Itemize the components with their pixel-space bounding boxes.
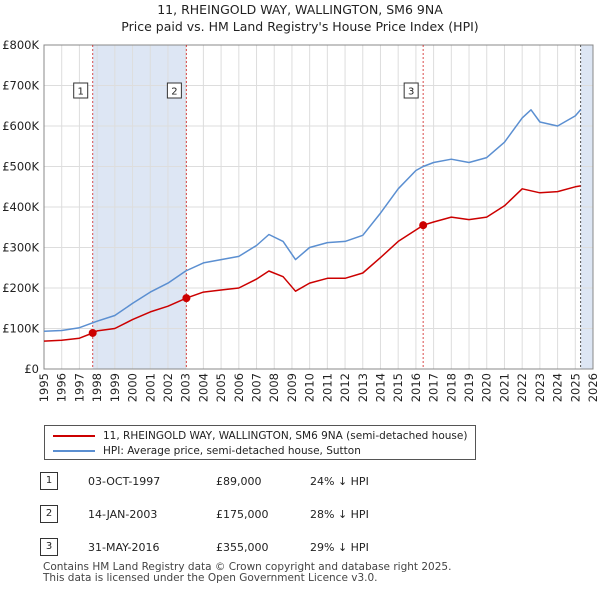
- sale-label: 1: [78, 87, 84, 98]
- x-tick-label: 2003: [179, 373, 193, 402]
- sale-price: £175,000: [216, 508, 269, 521]
- sale-date: 03-OCT-1997: [88, 475, 161, 488]
- legend-swatch-hpi: [53, 450, 95, 452]
- x-tick-label: 2018: [444, 373, 458, 402]
- plot-border: [43, 44, 594, 370]
- y-tick-label: £700K: [2, 79, 39, 93]
- x-tick-label: 2006: [232, 373, 246, 402]
- x-tick-label: 2017: [427, 373, 441, 402]
- legend-label-hpi: HPI: Average price, semi-detached house,…: [103, 445, 361, 457]
- y-tick-label: £100K: [2, 322, 39, 336]
- x-tick-label: 2005: [214, 373, 228, 402]
- chart-subtitle: Price paid vs. HM Land Registry's House …: [121, 19, 479, 34]
- x-tick-label: 2007: [250, 373, 264, 402]
- x-tick-label: 2012: [338, 373, 352, 402]
- sale-hpi-diff: 29% ↓ HPI: [310, 541, 369, 554]
- sale-hpi-diff: 28% ↓ HPI: [310, 508, 369, 521]
- footer-copyright: Contains HM Land Registry data © Crown c…: [43, 561, 452, 573]
- sale-label-box: [166, 82, 182, 99]
- sale-date: 31-MAY-2016: [88, 541, 160, 554]
- x-tick-label: 1996: [55, 373, 69, 402]
- sale-label: 3: [408, 87, 414, 98]
- y-tick-label: £800K: [2, 38, 39, 52]
- footer-licence: This data is licensed under the Open Gov…: [43, 572, 378, 584]
- y-tick-label: £0: [24, 362, 39, 376]
- legend-item-hpi: HPI: Average price, semi-detached house,…: [53, 444, 361, 458]
- table-row: 2 14-JAN-2003 £175,000 28% ↓ HPI: [40, 505, 440, 525]
- x-tick-label: 2001: [143, 373, 157, 402]
- x-tick-label: 2019: [462, 373, 476, 402]
- y-tick-label: £400K: [2, 200, 39, 214]
- sale-point: [419, 221, 428, 230]
- x-tick-label: 2000: [126, 373, 140, 402]
- chart-title: 11, RHEINGOLD WAY, WALLINGTON, SM6 9NA: [157, 2, 443, 17]
- x-tick-label: 2009: [285, 373, 299, 402]
- x-tick-label: 1995: [37, 373, 51, 402]
- x-tick-label: 2002: [161, 373, 175, 402]
- sale-hpi-diff: 24% ↓ HPI: [310, 475, 369, 488]
- x-tick-label: 2026: [586, 373, 600, 402]
- y-tick-label: £600K: [2, 119, 39, 133]
- y-tick-label: £500K: [2, 160, 39, 174]
- sale-label-box: [73, 82, 89, 99]
- table-row: 3 31-MAY-2016 £355,000 29% ↓ HPI: [40, 538, 440, 558]
- x-tick-label: 2022: [515, 373, 529, 402]
- x-tick-label: 2020: [480, 373, 494, 402]
- x-tick-label: 2016: [409, 373, 423, 402]
- hpi-line: [43, 109, 582, 333]
- x-tick-label: 2015: [391, 373, 405, 402]
- sale-point: [182, 294, 191, 303]
- sale-price: £89,000: [216, 475, 262, 488]
- legend-label-property: 11, RHEINGOLD WAY, WALLINGTON, SM6 9NA (…: [103, 430, 468, 442]
- x-tick-label: 2025: [568, 373, 582, 402]
- x-tick-label: 1999: [108, 373, 122, 402]
- x-tick-label: 2010: [303, 373, 317, 402]
- x-tick-label: 2021: [497, 373, 511, 402]
- legend-item-property: 11, RHEINGOLD WAY, WALLINGTON, SM6 9NA (…: [53, 429, 467, 443]
- legend: 11, RHEINGOLD WAY, WALLINGTON, SM6 9NA (…: [44, 425, 476, 460]
- price-chart: £0 £100K £200K £300K £400K £500K £600K £700K £80…: [2, 38, 600, 402]
- sale-date: 14-JAN-2003: [88, 508, 158, 521]
- property-price-line: [43, 185, 581, 342]
- x-tick-label: 2004: [196, 373, 210, 402]
- x-tick-label: 2024: [551, 373, 565, 402]
- x-tick-label: 2023: [533, 373, 547, 402]
- sale-point: [88, 328, 97, 337]
- x-tick-label: 2013: [356, 373, 370, 402]
- x-tick-label: 2011: [320, 373, 334, 402]
- x-tick-label: 1998: [90, 373, 104, 402]
- sale-badge: 2: [40, 505, 58, 523]
- sale-badge: 3: [40, 538, 58, 556]
- table-row: 1 03-OCT-1997 £89,000 24% ↓ HPI: [40, 472, 440, 492]
- sale-label: 2: [171, 87, 177, 98]
- x-tick-label: 2014: [373, 373, 387, 402]
- sale-label-box: [403, 82, 419, 99]
- x-tick-label: 1997: [72, 373, 86, 402]
- footer: Contains HM Land Registry data © Crown c…: [43, 562, 451, 584]
- sale-badge: 1: [40, 472, 58, 490]
- sale-price: £355,000: [216, 541, 269, 554]
- y-tick-label: £200K: [2, 281, 39, 295]
- x-tick-label: 2008: [267, 373, 281, 402]
- legend-swatch-property: [53, 435, 95, 437]
- y-tick-label: £300K: [2, 241, 39, 255]
